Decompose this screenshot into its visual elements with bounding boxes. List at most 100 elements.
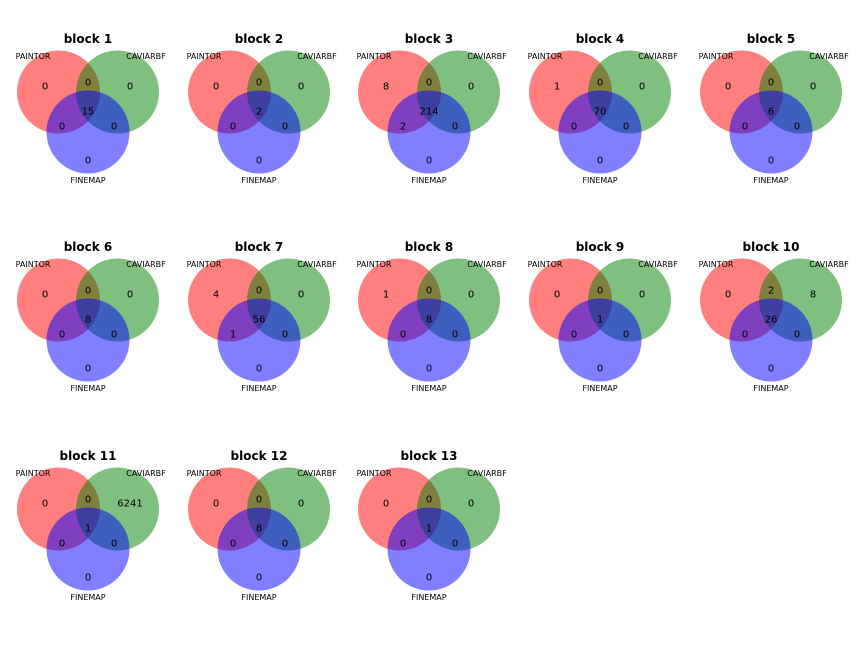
region-count-ac-only: 0 bbox=[59, 539, 65, 550]
finemap-circle bbox=[729, 90, 813, 174]
region-count-c-only: 0 bbox=[256, 364, 262, 375]
block-title: block 6 bbox=[64, 240, 113, 254]
region-count-b-only: 0 bbox=[298, 290, 304, 301]
region-count-b-only: 0 bbox=[127, 290, 133, 301]
region-count-ab-only: 0 bbox=[85, 78, 91, 89]
finemap-circle bbox=[387, 90, 471, 174]
set-label-caviarbf: CAVIARBF bbox=[297, 469, 337, 478]
venn-block-11: block 11 PAINTOR CAVIARBF FINEMAP 0 6241 0 0 0 0 1 bbox=[16, 449, 167, 602]
region-count-abc: 8 bbox=[85, 315, 91, 326]
set-label-caviarbf: CAVIARBF bbox=[638, 260, 678, 269]
set-label-finemap: FINEMAP bbox=[70, 593, 105, 602]
region-count-abc: 6 bbox=[768, 107, 774, 118]
region-count-a-only: 0 bbox=[725, 82, 731, 93]
region-count-abc: 1 bbox=[426, 524, 432, 535]
block-title: block 7 bbox=[235, 240, 284, 254]
set-label-finemap: FINEMAP bbox=[753, 384, 788, 393]
region-count-c-only: 0 bbox=[597, 156, 603, 167]
block-title: block 13 bbox=[401, 449, 458, 463]
region-count-abc: 56 bbox=[253, 315, 266, 326]
block-title: block 12 bbox=[231, 449, 288, 463]
region-count-c-only: 0 bbox=[85, 364, 91, 375]
region-count-b-only: 0 bbox=[127, 82, 133, 93]
venn-block-6: block 6 PAINTOR CAVIARBF FINEMAP 0 0 0 0 0 0 8 bbox=[16, 240, 167, 393]
region-count-abc: 2 bbox=[256, 107, 262, 118]
set-label-finemap: FINEMAP bbox=[411, 593, 446, 602]
region-count-ab-only: 0 bbox=[85, 495, 91, 506]
set-label-painter: PAINTOR bbox=[699, 52, 734, 61]
region-count-ab-only: 2 bbox=[768, 286, 774, 297]
finemap-circle bbox=[558, 90, 642, 174]
region-count-b-only: 0 bbox=[468, 499, 474, 510]
finemap-circle bbox=[217, 298, 301, 382]
venn-block-3: block 3 PAINTOR CAVIARBF FINEMAP 8 0 0 0 2 0 214 bbox=[357, 32, 508, 185]
region-count-b-only: 0 bbox=[639, 290, 645, 301]
set-label-caviarbf: CAVIARBF bbox=[467, 260, 507, 269]
set-label-caviarbf: CAVIARBF bbox=[297, 260, 337, 269]
region-count-a-only: 1 bbox=[554, 82, 560, 93]
region-count-abc: 8 bbox=[426, 315, 432, 326]
region-count-ab-only: 0 bbox=[256, 495, 262, 506]
set-label-painter: PAINTOR bbox=[16, 52, 51, 61]
venn-block-10: block 10 PAINTOR CAVIARBF FINEMAP 0 8 2 0 0 0 26 bbox=[699, 240, 850, 393]
region-count-abc: 70 bbox=[594, 107, 607, 118]
set-label-caviarbf: CAVIARBF bbox=[297, 52, 337, 61]
region-count-a-only: 4 bbox=[213, 290, 219, 301]
region-count-ab-only: 0 bbox=[768, 78, 774, 89]
block-title: block 3 bbox=[405, 32, 454, 46]
region-count-a-only: 8 bbox=[383, 82, 389, 93]
region-count-abc: 214 bbox=[419, 107, 438, 118]
finemap-circle bbox=[217, 90, 301, 174]
set-label-painter: PAINTOR bbox=[528, 260, 563, 269]
block-title: block 8 bbox=[405, 240, 454, 254]
venn-block-5: block 5 PAINTOR CAVIARBF FINEMAP 0 0 0 0 0 0 6 bbox=[699, 32, 850, 185]
region-count-c-only: 0 bbox=[256, 156, 262, 167]
region-count-abc: 8 bbox=[256, 524, 262, 535]
set-label-painter: PAINTOR bbox=[357, 52, 392, 61]
region-count-ac-only: 0 bbox=[400, 539, 406, 550]
region-count-bc-only: 0 bbox=[794, 330, 800, 341]
set-label-painter: PAINTOR bbox=[699, 260, 734, 269]
set-label-finemap: FINEMAP bbox=[241, 384, 276, 393]
set-label-painter: PAINTOR bbox=[357, 260, 392, 269]
set-label-finemap: FINEMAP bbox=[753, 176, 788, 185]
set-label-finemap: FINEMAP bbox=[582, 384, 617, 393]
set-label-caviarbf: CAVIARBF bbox=[809, 260, 849, 269]
region-count-ac-only: 0 bbox=[230, 539, 236, 550]
region-count-ab-only: 0 bbox=[256, 78, 262, 89]
region-count-c-only: 0 bbox=[85, 156, 91, 167]
region-count-c-only: 0 bbox=[426, 364, 432, 375]
region-count-c-only: 0 bbox=[768, 156, 774, 167]
region-count-b-only: 0 bbox=[298, 499, 304, 510]
venn-block-4: block 4 PAINTOR CAVIARBF FINEMAP 1 0 0 0 0 0 70 bbox=[528, 32, 679, 185]
region-count-b-only: 0 bbox=[468, 290, 474, 301]
set-label-caviarbf: CAVIARBF bbox=[638, 52, 678, 61]
finemap-circle bbox=[46, 90, 130, 174]
region-count-c-only: 0 bbox=[256, 573, 262, 584]
region-count-bc-only: 0 bbox=[452, 122, 458, 133]
region-count-ac-only: 0 bbox=[571, 330, 577, 341]
region-count-ac-only: 0 bbox=[59, 330, 65, 341]
block-title: block 11 bbox=[60, 449, 117, 463]
set-label-finemap: FINEMAP bbox=[241, 176, 276, 185]
set-label-painter: PAINTOR bbox=[16, 260, 51, 269]
region-count-bc-only: 0 bbox=[623, 330, 629, 341]
region-count-b-only: 0 bbox=[810, 82, 816, 93]
region-count-bc-only: 0 bbox=[452, 539, 458, 550]
region-count-ab-only: 0 bbox=[426, 286, 432, 297]
region-count-a-only: 1 bbox=[383, 290, 389, 301]
region-count-ac-only: 0 bbox=[230, 122, 236, 133]
region-count-c-only: 0 bbox=[768, 364, 774, 375]
finemap-circle bbox=[558, 298, 642, 382]
region-count-a-only: 0 bbox=[213, 82, 219, 93]
region-count-bc-only: 0 bbox=[111, 539, 117, 550]
region-count-a-only: 0 bbox=[554, 290, 560, 301]
set-label-finemap: FINEMAP bbox=[70, 176, 105, 185]
venn-block-1: block 1 PAINTOR CAVIARBF FINEMAP 0 0 0 0 0 0 15 bbox=[16, 32, 167, 185]
set-label-painter: PAINTOR bbox=[357, 469, 392, 478]
region-count-bc-only: 0 bbox=[282, 330, 288, 341]
region-count-a-only: 0 bbox=[42, 82, 48, 93]
region-count-ac-only: 0 bbox=[742, 330, 748, 341]
region-count-bc-only: 0 bbox=[282, 539, 288, 550]
region-count-abc: 1 bbox=[597, 315, 603, 326]
